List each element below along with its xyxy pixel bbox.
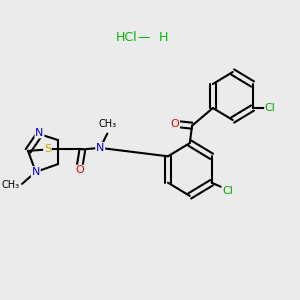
Text: N: N <box>35 128 44 138</box>
Text: O: O <box>75 165 84 176</box>
Text: CH₃: CH₃ <box>1 180 19 190</box>
Text: HCl: HCl <box>115 31 137 44</box>
Text: N: N <box>96 143 104 153</box>
Text: H: H <box>158 31 168 44</box>
Text: O: O <box>170 119 179 129</box>
Text: —: — <box>138 31 150 44</box>
Text: S: S <box>44 144 51 154</box>
Text: N: N <box>32 167 40 177</box>
Text: CH₃: CH₃ <box>98 119 116 129</box>
Text: Cl: Cl <box>265 103 276 113</box>
Text: Cl: Cl <box>222 186 233 196</box>
